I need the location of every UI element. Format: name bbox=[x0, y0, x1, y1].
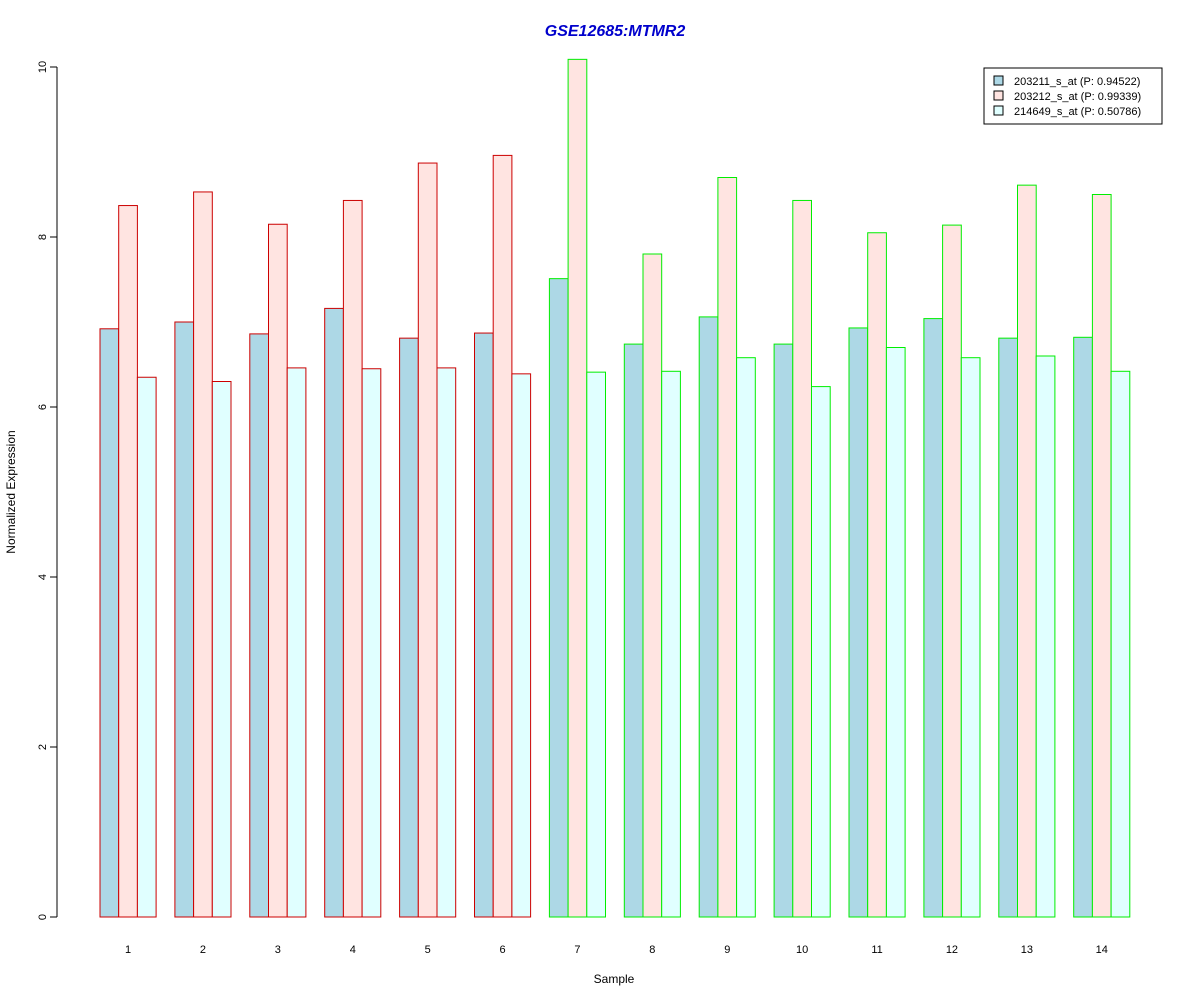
bar-sample-7-series-1 bbox=[548, 278, 569, 918]
bar-sample-9-series-2 bbox=[717, 177, 738, 918]
bar-sample-11-series-1 bbox=[848, 327, 869, 918]
legend-swatch bbox=[993, 105, 1004, 116]
x-tick-label: 6 bbox=[499, 944, 505, 956]
x-tick-label: 2 bbox=[200, 944, 206, 956]
x-tick-label: 13 bbox=[1021, 944, 1033, 956]
y-tick-label: 2 bbox=[37, 744, 49, 750]
x-tick-label: 10 bbox=[796, 944, 808, 956]
chart-title: GSE12685:MTMR2 bbox=[545, 23, 686, 40]
bar-sample-6-series-3 bbox=[511, 373, 532, 918]
y-tick-label: 8 bbox=[37, 234, 49, 240]
bars-layer bbox=[99, 58, 1131, 918]
y-tick-label: 4 bbox=[37, 574, 49, 580]
bar-sample-11-series-3 bbox=[885, 347, 906, 918]
y-tick-label: 6 bbox=[37, 404, 49, 410]
y-tick-label: 0 bbox=[37, 914, 49, 920]
bar-sample-13-series-2 bbox=[1017, 184, 1037, 918]
bar-sample-5-series-3 bbox=[436, 367, 457, 918]
legend-label: 203212_s_at (P: 0.99339) bbox=[1014, 91, 1141, 103]
x-tick-label: 3 bbox=[275, 944, 281, 956]
bar-sample-3-series-1 bbox=[249, 333, 270, 918]
bar-sample-2-series-2 bbox=[193, 191, 213, 918]
bar-sample-13-series-3 bbox=[1035, 355, 1056, 918]
y-axis: 0 2 4 6 8 10 bbox=[37, 61, 58, 920]
bar-sample-14-series-1 bbox=[1073, 336, 1093, 918]
bar-sample-11-series-2 bbox=[867, 232, 887, 918]
bar-sample-1-series-1 bbox=[99, 328, 120, 918]
legend: 203211_s_at (P: 0.94522) 203212_s_at (P: … bbox=[983, 67, 1163, 125]
bar-sample-2-series-1 bbox=[174, 321, 195, 918]
bar-sample-12-series-1 bbox=[923, 318, 944, 918]
x-tick-label: 8 bbox=[649, 944, 655, 956]
bar-sample-2-series-3 bbox=[211, 381, 232, 918]
bar-sample-7-series-3 bbox=[586, 371, 606, 918]
bar-sample-7-series-2 bbox=[567, 58, 588, 918]
bar-sample-1-series-2 bbox=[118, 205, 138, 918]
x-tick-label: 12 bbox=[946, 944, 958, 956]
x-tick-label: 7 bbox=[574, 944, 580, 956]
legend-swatch bbox=[993, 75, 1004, 86]
bar-sample-8-series-2 bbox=[642, 253, 663, 918]
bar-sample-12-series-3 bbox=[960, 357, 981, 918]
legend-label: 203211_s_at (P: 0.94522) bbox=[1014, 76, 1140, 88]
x-tick-label: 1 bbox=[125, 944, 131, 956]
x-tick-label: 11 bbox=[871, 944, 882, 956]
bar-sample-6-series-2 bbox=[492, 154, 513, 918]
bar-sample-5-series-1 bbox=[399, 337, 419, 918]
bar-sample-14-series-3 bbox=[1110, 370, 1131, 918]
bar-sample-9-series-1 bbox=[698, 316, 719, 918]
legend-box bbox=[983, 67, 1163, 125]
bar-sample-10-series-2 bbox=[792, 199, 812, 918]
bar-sample-9-series-3 bbox=[736, 357, 756, 918]
bar-sample-13-series-1 bbox=[998, 337, 1018, 918]
x-axis-title: Sample bbox=[594, 972, 635, 986]
bar-sample-1-series-3 bbox=[136, 376, 157, 918]
bar-sample-3-series-3 bbox=[286, 367, 307, 918]
legend-label: 214649_s_at (P: 0.50786) bbox=[1014, 106, 1141, 118]
bar-sample-5-series-2 bbox=[417, 162, 438, 918]
y-axis-title: Normalized Expression bbox=[4, 430, 18, 553]
bar-sample-8-series-1 bbox=[623, 343, 644, 918]
x-tick-label: 14 bbox=[1096, 944, 1108, 956]
bar-sample-10-series-1 bbox=[773, 343, 794, 918]
x-tick-label: 5 bbox=[425, 944, 431, 956]
bar-sample-10-series-3 bbox=[811, 386, 831, 918]
bar-sample-14-series-2 bbox=[1091, 194, 1112, 918]
x-tick-label: 4 bbox=[350, 944, 356, 956]
bar-sample-3-series-2 bbox=[268, 223, 288, 918]
bar-sample-4-series-3 bbox=[361, 368, 382, 918]
legend-swatch bbox=[993, 90, 1004, 101]
x-tick-label: 9 bbox=[724, 944, 730, 956]
bar-sample-4-series-2 bbox=[342, 199, 363, 918]
bar-sample-6-series-1 bbox=[474, 332, 494, 918]
y-tick-label: 10 bbox=[37, 61, 49, 73]
bar-sample-4-series-1 bbox=[324, 307, 344, 918]
bar-sample-8-series-3 bbox=[661, 370, 681, 918]
x-axis-tick-labels: 1 2 3 4 5 6 7 8 9 10 11 12 13 14 bbox=[125, 944, 1108, 956]
bar-sample-12-series-2 bbox=[942, 224, 962, 918]
